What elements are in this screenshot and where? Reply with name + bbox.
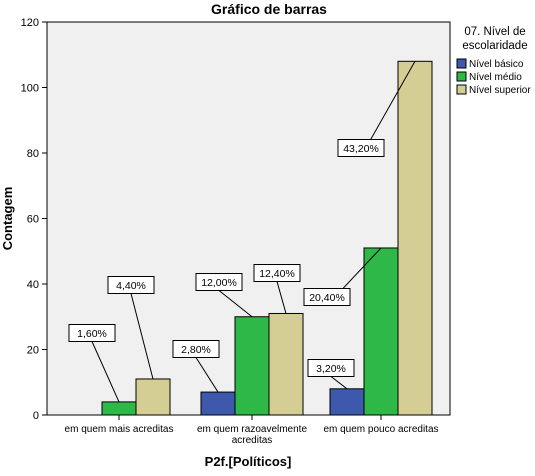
chart-title: Gráfico de barras bbox=[211, 1, 327, 17]
legend-swatch bbox=[456, 71, 467, 82]
bar bbox=[329, 388, 365, 416]
data-label-leader bbox=[195, 357, 219, 393]
data-label-box bbox=[337, 139, 385, 157]
bar bbox=[135, 378, 171, 416]
data-label: 43,20% bbox=[343, 143, 379, 155]
legend-swatch bbox=[456, 58, 467, 69]
y-tick-label: 40 bbox=[27, 279, 39, 291]
bar bbox=[397, 60, 433, 416]
y-axis-label: Contagem bbox=[0, 187, 15, 251]
y-tick-label: 100 bbox=[21, 83, 39, 95]
data-label-box bbox=[107, 276, 155, 294]
x-tick-label: em quem mais acreditas bbox=[65, 424, 174, 435]
legend-swatch bbox=[456, 84, 467, 95]
bar bbox=[101, 401, 137, 416]
x-tick-label: acreditas bbox=[232, 435, 273, 446]
data-label: 4,40% bbox=[116, 280, 146, 292]
data-label-box bbox=[68, 324, 116, 342]
legend-label: Nível superior bbox=[469, 85, 531, 96]
data-label: 12,00% bbox=[201, 277, 237, 289]
y-tick-label: 20 bbox=[27, 345, 39, 357]
data-label: 20,40% bbox=[309, 292, 345, 304]
x-axis-label: P2f.[Políticos] bbox=[205, 454, 292, 469]
data-label: 1,60% bbox=[77, 328, 107, 340]
y-tick-label: 80 bbox=[27, 148, 39, 160]
legend-label: Nível médio bbox=[469, 72, 522, 83]
y-tick-label: 120 bbox=[21, 17, 39, 29]
y-tick-label: 0 bbox=[33, 410, 39, 422]
y-tick-label: 60 bbox=[27, 214, 39, 226]
legend-title: 07. Nível de bbox=[464, 26, 525, 38]
data-label-leader bbox=[130, 293, 154, 380]
x-tick-label: em quem pouco acreditas bbox=[323, 424, 438, 435]
data-label-box bbox=[195, 273, 243, 291]
data-label-box bbox=[303, 288, 351, 306]
bar bbox=[268, 312, 304, 416]
data-label-leader bbox=[91, 341, 120, 403]
data-label: 2,80% bbox=[181, 344, 211, 356]
data-label-box bbox=[307, 359, 355, 377]
bar bbox=[363, 247, 399, 416]
legend-title: escolaridade bbox=[462, 40, 527, 52]
data-label-leader bbox=[330, 376, 348, 390]
legend-label: Nível básico bbox=[469, 59, 524, 70]
data-label: 3,20% bbox=[316, 363, 346, 375]
data-label-box bbox=[172, 340, 220, 358]
data-label: 12,40% bbox=[259, 268, 295, 280]
data-label-leader bbox=[218, 290, 253, 318]
data-label-leader bbox=[276, 281, 287, 314]
bar bbox=[234, 316, 270, 416]
data-label-box bbox=[253, 264, 301, 282]
x-tick-label: em quem razoavelmente bbox=[197, 424, 307, 435]
bar bbox=[200, 391, 236, 416]
